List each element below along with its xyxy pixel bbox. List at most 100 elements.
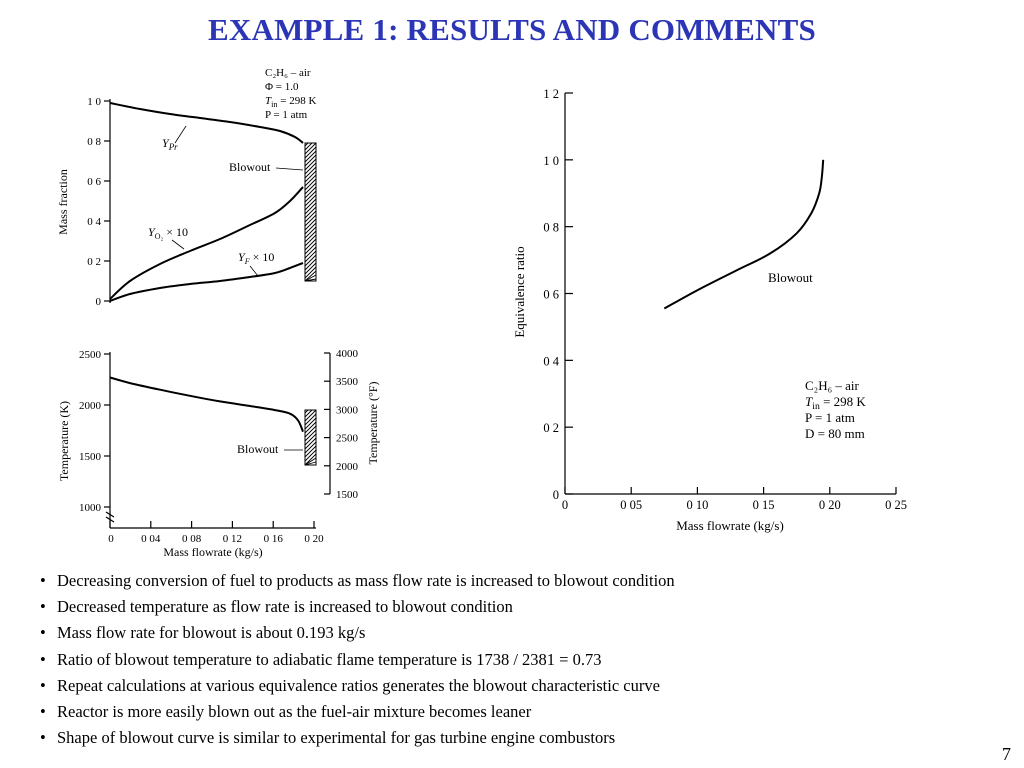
chart2-blowout-hatch	[304, 409, 317, 466]
bullet-dot: •	[40, 675, 46, 695]
chart3-x-tick-label: 0	[562, 498, 568, 512]
hatch-line	[304, 222, 317, 235]
chart2-y-tick-label: 1500	[79, 451, 102, 463]
chart3-y-tick-label: 1 0	[543, 154, 559, 168]
hatch-line	[304, 421, 317, 434]
hatch-line	[304, 166, 317, 179]
chart3-x-tick-label: 0 25	[885, 498, 907, 512]
chart1-label-yf: YF × 10	[238, 250, 274, 266]
chart2-axis-break	[105, 516, 115, 523]
chart2-axis-break	[105, 511, 115, 518]
bullet-text: Ratio of blowout temperature to adiabati…	[57, 649, 602, 669]
hatch-line	[304, 162, 317, 175]
chart2-y-tick-label: 2000	[79, 400, 102, 412]
hatch-line	[304, 174, 317, 187]
chart2-x-tick-label: 0 04	[141, 533, 161, 545]
chart1-y-tick-label: 1 0	[87, 96, 101, 108]
hatch-line	[304, 250, 317, 263]
hatch-line	[304, 170, 317, 183]
hatch-line	[304, 417, 317, 430]
hatch-line	[304, 461, 317, 466]
chart1-leader-ypr	[174, 125, 187, 144]
chart3-x-label: Mass flowrate (kg/s)	[676, 518, 784, 533]
bullet-text: Shape of blowout curve is similar to exp…	[57, 728, 616, 748]
hatch-line	[304, 190, 317, 203]
hatch-line	[304, 218, 317, 231]
chart2-y2-tick-label: 4000	[336, 348, 359, 360]
hatch-line	[304, 226, 317, 239]
bullet-item: • Shape of blowout curve is similar to ex…	[40, 725, 1000, 751]
chart3-x-tick-label: 0 20	[819, 498, 841, 512]
temperature-chart: Temperature (K) Temperature (°F) Mass fl…	[57, 348, 380, 559]
chart2-x-tick-label: 0 20	[304, 533, 324, 545]
hatch-line	[304, 429, 317, 442]
slide-title: EXAMPLE 1: RESULTS AND COMMENTS	[208, 12, 816, 47]
hatch-line	[304, 274, 317, 282]
hatch-line	[304, 158, 317, 171]
hatch-line	[304, 254, 317, 267]
chart1-y-tick-label: 0 6	[87, 176, 101, 188]
bullet-text: Reactor is more easily blown out as the …	[57, 702, 532, 722]
chart3-x-tick-label: 0 05	[620, 498, 642, 512]
chart3-y-label: Equivalence ratio	[512, 246, 527, 337]
bullet-text: Decreasing conversion of fuel to product…	[57, 571, 675, 590]
condition-line: C₂H₆ – air	[265, 67, 311, 79]
chart1-y-tick-label: 0	[96, 296, 102, 308]
chart2-x-tick-label: 0 16	[264, 533, 284, 545]
chart2-x-tick-label: 0 08	[182, 533, 202, 545]
chart3-y-tick-label: 0 4	[543, 354, 559, 368]
bullet-item: • Repeat calculations at various equivale…	[40, 673, 1000, 699]
hatch-line	[304, 242, 317, 255]
bullet-item: • Ratio of blowout temperature to adiabat…	[40, 647, 1000, 673]
hatch-line	[304, 154, 317, 167]
chart3-y-tick-label: 0 6	[543, 288, 559, 302]
hatch-line	[304, 238, 317, 251]
bullet-dot: •	[40, 597, 46, 617]
chart1-leader-blowout	[275, 167, 304, 171]
chart2-series-line	[109, 376, 304, 433]
hatch-line	[304, 270, 317, 282]
hatch-line	[304, 182, 317, 195]
chart2-y2-tick-label: 2000	[336, 461, 359, 473]
condition-line: Φ = 1.0	[265, 81, 299, 93]
hatch-line	[304, 441, 317, 454]
chart1-y-tick-label: 0 2	[87, 256, 101, 268]
chart2-x-tick-label: 0	[108, 533, 114, 545]
figures: Mass fraction C₂H₆ – air Φ = 1.0 Tin = 298…	[56, 67, 907, 559]
chart1-series-line	[109, 102, 304, 144]
bullet-item: • Mass flow rate for blowout is about 0.1…	[40, 620, 1000, 646]
page-number: 7	[1002, 744, 1011, 764]
hatch-line	[304, 194, 317, 207]
chart1-label-yo2: YO₂ × 10	[148, 225, 188, 241]
hatch-line	[304, 146, 317, 159]
hatch-line	[304, 453, 317, 466]
condition-line: P = 1 atm	[805, 410, 855, 425]
chart3-y-tick-label: 0 8	[543, 221, 559, 235]
hatch-line	[304, 409, 309, 414]
chart1-blowout-hatch	[304, 142, 317, 282]
condition-line: D = 80 mm	[805, 426, 865, 441]
bullet-text: Repeat calculations at various equivalen…	[57, 675, 660, 695]
hatch-line	[304, 214, 317, 227]
hatch-box	[304, 409, 317, 466]
hatch-line	[304, 246, 317, 259]
chart1-label-ypr: YPr	[162, 136, 178, 152]
hatch-line	[304, 266, 317, 279]
chart2-y2-label: Temperature (°F)	[366, 382, 380, 465]
bullet-item: • Decreased temperature as flow rate is i…	[40, 594, 1000, 620]
hatch-line	[304, 409, 317, 422]
chart1-leader-yo2	[171, 239, 185, 250]
chart1-label-blowout: Blowout	[229, 160, 271, 174]
bullet-item: • Reactor is more easily blown out as the…	[40, 699, 1000, 725]
hatch-line	[304, 445, 317, 458]
chart3-series-line	[663, 159, 825, 310]
condition-line: P = 1 atm	[265, 109, 308, 121]
chart2-y2-tick-label: 2500	[336, 433, 359, 445]
bullet-item: • Decreasing conversion of fuel to produc…	[40, 568, 1000, 594]
hatch-line	[304, 186, 317, 199]
bullet-dot: •	[40, 649, 46, 669]
hatch-line	[304, 150, 317, 163]
hatch-line	[304, 413, 317, 426]
bullet-text: Decreased temperature as flow rate is in…	[57, 597, 513, 617]
